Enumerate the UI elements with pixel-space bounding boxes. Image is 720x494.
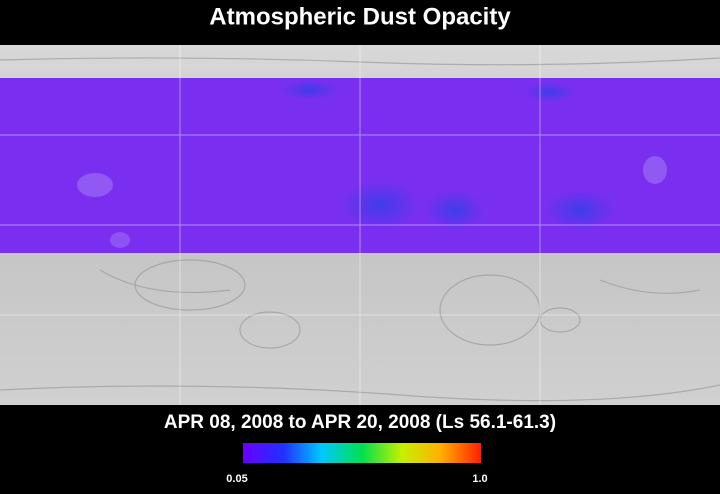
colorbar-min-label: 0.05 [226, 473, 247, 485]
graticule [0, 45, 720, 405]
period: APR 08, 2008 to APR 20, 2008 (Ls 56.1-61… [164, 412, 556, 433]
terrain-features [0, 57, 720, 402]
title: Atmospheric Dust Opacity [209, 3, 511, 30]
opacity-variations [77, 80, 667, 248]
colorbar-max-label: 1.0 [472, 473, 487, 485]
map [0, 45, 720, 405]
colorbar [243, 443, 481, 463]
